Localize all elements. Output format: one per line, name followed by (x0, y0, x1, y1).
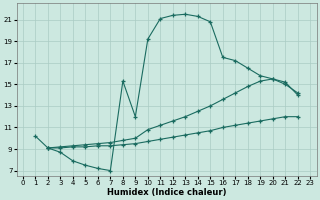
X-axis label: Humidex (Indice chaleur): Humidex (Indice chaleur) (107, 188, 226, 197)
